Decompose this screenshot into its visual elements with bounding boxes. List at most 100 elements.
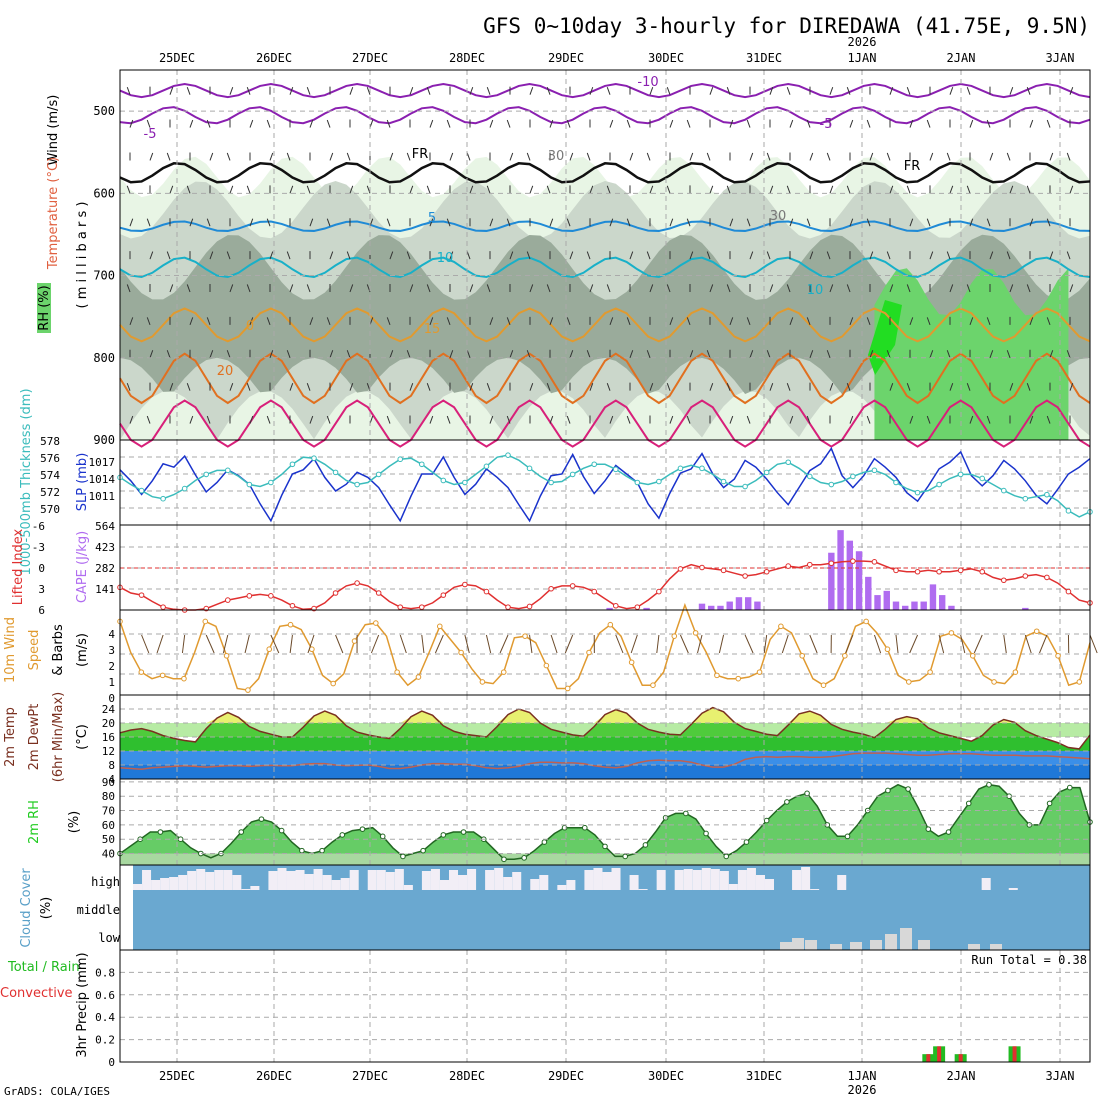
wind-speed-line-point — [202, 618, 209, 625]
wind-barb — [729, 119, 734, 128]
wind-barb — [286, 350, 291, 358]
wind-barb — [686, 317, 691, 326]
wind-speed-line-point — [415, 674, 422, 680]
surface-wind-barb — [845, 634, 854, 654]
wind-barb — [609, 317, 614, 326]
wind-speed-line-point — [181, 675, 187, 682]
cape-tick: 564 — [95, 520, 115, 533]
day-label-top: 2JAN — [947, 51, 976, 65]
wind-barb — [169, 185, 174, 194]
wind-barb — [409, 86, 414, 95]
surface-wind-barb — [679, 634, 689, 654]
cape-bar — [708, 605, 715, 610]
wind-barb — [366, 86, 371, 95]
wind-barb — [789, 415, 794, 424]
wind-barb — [969, 119, 974, 128]
surface-wind-barb — [873, 634, 882, 654]
wind-barb — [486, 185, 491, 194]
wind-barb — [1026, 86, 1031, 95]
wind-barb — [886, 350, 891, 358]
wind-barb — [449, 251, 454, 260]
lifted-index-line-point — [957, 567, 964, 574]
high-cloud-bar — [268, 871, 278, 890]
wind-barb — [609, 119, 614, 128]
contour-label-4: FR — [904, 159, 921, 174]
day-label-top: 27DEC — [352, 51, 388, 65]
wind-barb — [389, 251, 394, 260]
wind-barb — [506, 218, 511, 227]
wind-speed-line-point — [671, 633, 678, 639]
lifted-index-line-point — [440, 592, 447, 598]
surface-wind-barb — [763, 634, 768, 654]
cape-bar — [846, 540, 854, 610]
rh-line-point — [804, 790, 810, 797]
wind-barb — [589, 185, 594, 194]
precip-convective-bar — [958, 1054, 963, 1062]
rh-line-point — [763, 817, 770, 824]
thickness-line-point — [1044, 491, 1050, 498]
wind-barb — [906, 382, 911, 391]
surface-wind-barb — [938, 634, 945, 654]
rh-tick: 50 — [102, 833, 115, 846]
cape-bar — [911, 601, 918, 610]
wind-barb — [669, 218, 674, 227]
wind-barb — [529, 284, 534, 293]
li-tick: 3 — [38, 583, 45, 596]
wind-barb — [229, 185, 234, 194]
wind-barb — [209, 152, 214, 161]
wind-barb — [306, 185, 311, 194]
wind-speed-line-point — [778, 623, 784, 630]
wind-barb — [186, 185, 191, 194]
wind-barb — [886, 152, 891, 161]
wind-barb — [586, 251, 591, 260]
rh-line-point — [622, 853, 629, 860]
wind-speed-line-point — [884, 646, 891, 653]
lifted-index-line-point — [979, 568, 986, 575]
wind-speed-line — [119, 602, 1091, 691]
wind-barb — [866, 119, 871, 128]
wind-barb — [706, 251, 711, 260]
wind-barb — [929, 251, 934, 260]
wind-barb — [469, 86, 474, 95]
wind-barb — [869, 251, 874, 260]
isotherm-minus5 — [119, 106, 1091, 125]
isotherm-10 — [119, 256, 1091, 279]
wind-barb — [1006, 152, 1011, 161]
high-cloud-bar — [611, 868, 621, 890]
wind-barb — [486, 382, 491, 391]
wind-barb — [766, 350, 771, 358]
thickness-line-point — [375, 471, 382, 478]
lifted-index-line-point — [569, 583, 576, 589]
surface-wind-barb — [270, 634, 280, 654]
wind-barb — [149, 350, 154, 358]
surface-wind-barb — [564, 634, 574, 654]
wind-barb — [566, 119, 571, 128]
high-cloud-bar — [295, 870, 305, 890]
high-cloud-bar — [801, 867, 811, 890]
wind-barb — [769, 382, 774, 391]
high-cloud-bar — [746, 868, 756, 890]
high-cloud-bar — [755, 875, 765, 890]
contour-label-8: 15 — [424, 322, 441, 337]
high-cloud-bar — [421, 871, 431, 890]
high-cloud-bar — [837, 875, 847, 890]
wind-barb — [569, 251, 574, 260]
surface-wind-barb — [630, 634, 638, 654]
high-cloud-bar — [394, 869, 404, 890]
wind-tick: 1 — [108, 676, 115, 689]
wind-barb — [486, 86, 491, 95]
rh-line-point — [905, 786, 911, 792]
thickness-line-point — [936, 481, 942, 488]
wind-barb — [686, 218, 691, 227]
wind-barb — [606, 382, 611, 391]
wind-barb — [249, 317, 254, 326]
contour-label-7: 10 — [807, 283, 824, 298]
wind-speed-line-point — [522, 633, 528, 639]
wind-barb — [986, 317, 991, 326]
wind-speed-line-point — [1012, 669, 1019, 675]
wind-barb — [949, 86, 954, 95]
wind-barb — [869, 152, 874, 161]
cape-bar — [717, 605, 724, 610]
high-cloud-bar — [692, 870, 702, 890]
wind-speed-line-point — [820, 682, 827, 688]
